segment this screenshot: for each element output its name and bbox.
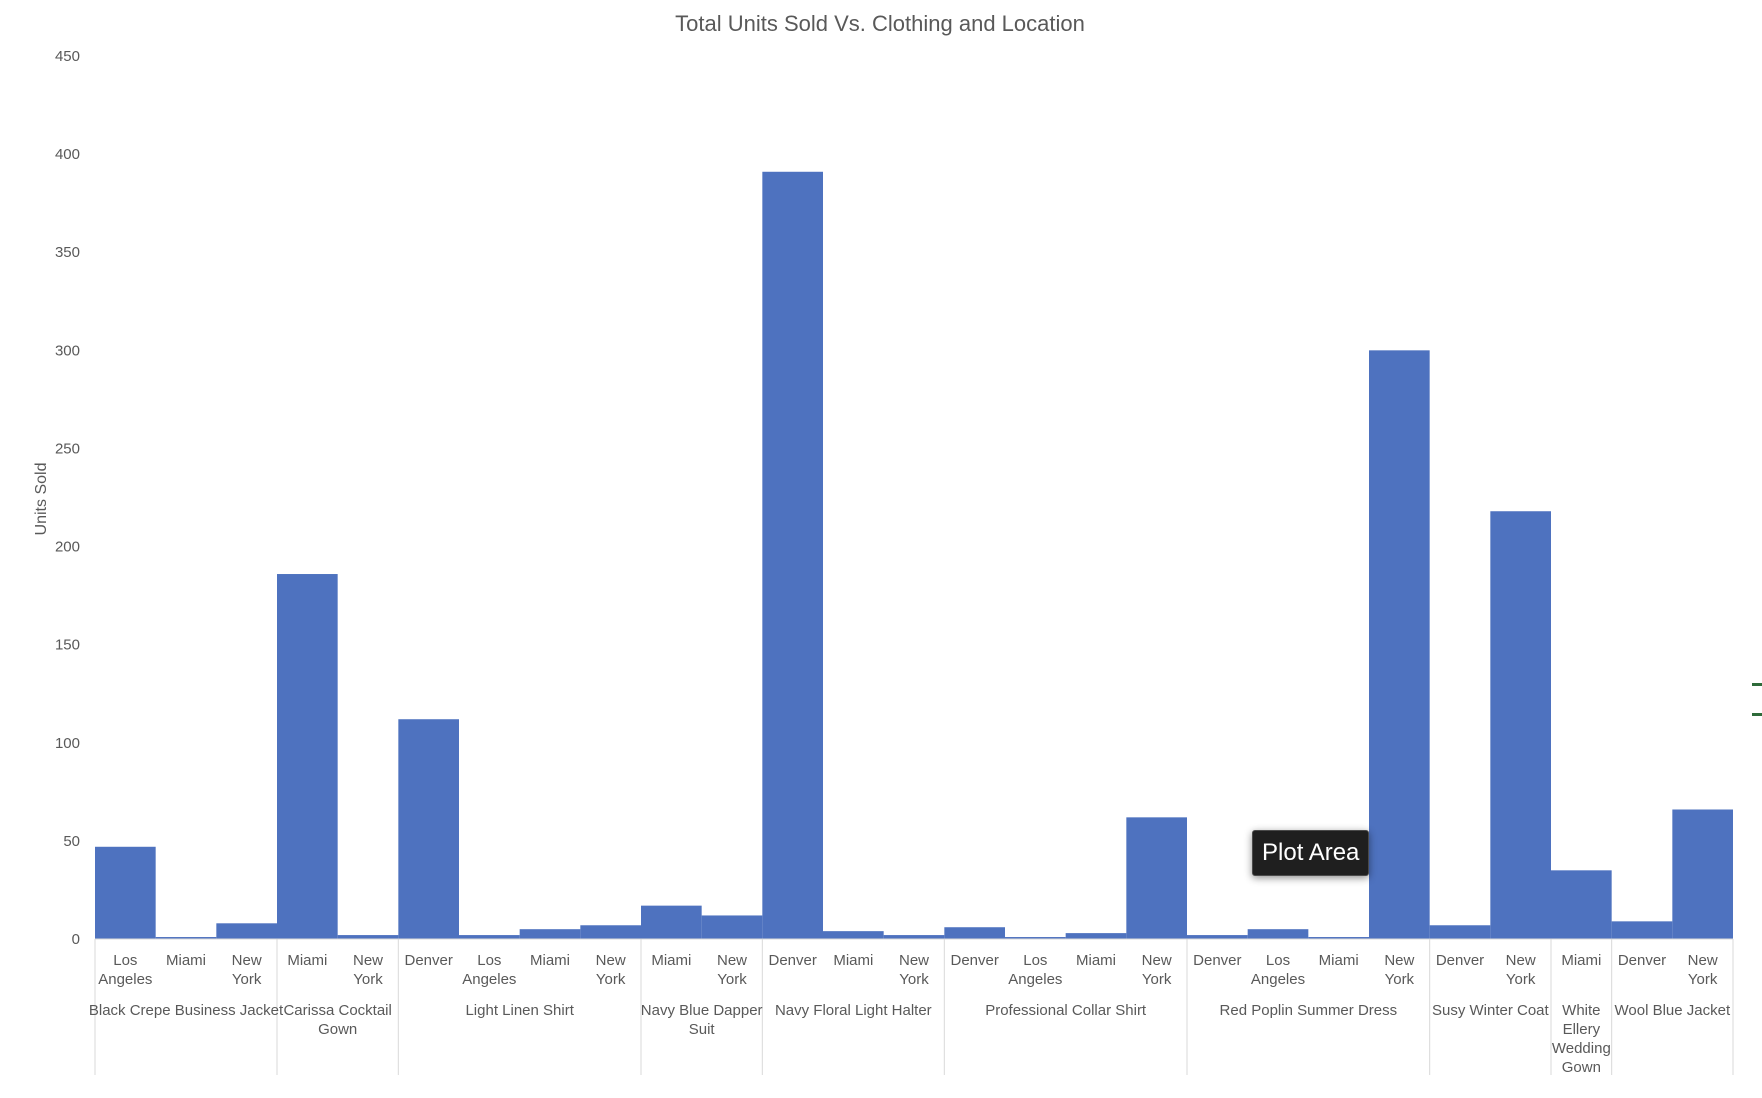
bar[interactable] — [1490, 511, 1551, 939]
y-tick-label: 150 — [55, 637, 80, 654]
x-tick-label-location: Los Angeles — [1008, 952, 1062, 988]
y-axis-label: Units Sold — [33, 463, 50, 536]
bar[interactable] — [701, 915, 763, 939]
bar[interactable] — [459, 935, 520, 939]
x-tick-label-location: New York — [596, 952, 626, 988]
x-tick-label-location: New York — [353, 952, 383, 988]
bar[interactable] — [1429, 925, 1491, 939]
bar[interactable] — [580, 925, 641, 939]
x-tick-label-group: White Ellery Wedding Gown — [1552, 1002, 1611, 1076]
bar[interactable] — [1126, 817, 1187, 939]
bar[interactable] — [823, 931, 884, 939]
bar[interactable] — [1369, 350, 1430, 939]
x-tick-label-group: Black Crepe Business Jacket — [89, 1002, 284, 1019]
y-tick-label: 100 — [55, 735, 80, 752]
x-tick-label-location: Denver — [404, 952, 452, 969]
x-tick-label-location: New York — [1506, 952, 1536, 988]
x-tick-label-group: Wool Blue Jacket — [1615, 1002, 1731, 1019]
x-tick-label-group: Light Linen Shirt — [465, 1002, 574, 1019]
bar[interactable] — [277, 574, 338, 939]
y-tick-label: 50 — [63, 833, 80, 850]
y-tick-label: 200 — [55, 539, 80, 556]
x-tick-label-location: Miami — [1319, 952, 1359, 969]
x-tick-label-location: Miami — [651, 952, 691, 969]
sheet-edge-marker — [1752, 683, 1762, 686]
y-tick-label: 300 — [55, 342, 80, 359]
y-tick-label: 400 — [55, 146, 80, 163]
x-tick-label-location: New York — [232, 952, 262, 988]
x-tick-label-location: Denver — [768, 952, 816, 969]
y-tick-label: 350 — [55, 244, 80, 261]
x-tick-label-location: New York — [717, 952, 747, 988]
x-tick-label-group: Navy Blue Dapper Suit — [641, 1002, 763, 1038]
x-tick-label-group: Carissa Cocktail Gown — [283, 1002, 391, 1038]
x-tick-label-location: Denver — [1436, 952, 1484, 969]
plot-area[interactable] — [95, 171, 1733, 939]
x-tick-label-location: Miami — [1076, 952, 1116, 969]
bar[interactable] — [519, 929, 581, 939]
x-tick-label-location: Miami — [530, 952, 570, 969]
x-tick-label-location: New York — [899, 952, 929, 988]
x-tick-label-location: New York — [1688, 952, 1718, 988]
y-tick-label: 450 — [55, 48, 80, 65]
x-tick-label-group: Susy Winter Coat — [1432, 1002, 1550, 1019]
x-axis: Los Angeles Miami New York Miami New York Denver… — [89, 938, 1734, 1076]
x-tick-label-location: Los Angeles — [462, 952, 516, 988]
x-tick-label-location: Denver — [1193, 952, 1241, 969]
plot-area-tooltip: Plot Area — [1252, 830, 1370, 876]
x-tick-label-group: Red Poplin Summer Dress — [1220, 1002, 1398, 1019]
bar[interactable] — [1247, 929, 1309, 939]
bar[interactable] — [1308, 937, 1369, 939]
bar[interactable] — [398, 719, 459, 939]
y-tick-label: 0 — [72, 931, 80, 948]
x-tick-label-location: New York — [1142, 952, 1172, 988]
sheet-edge-marker — [1752, 713, 1762, 716]
bar[interactable] — [337, 935, 399, 939]
bar[interactable] — [883, 935, 945, 939]
y-axis-ticks: 0 50 100 150 200 250 300 350 400 450 — [55, 48, 80, 948]
bar[interactable] — [1065, 933, 1127, 939]
x-tick-label-location: Miami — [166, 952, 206, 969]
bar[interactable] — [1551, 870, 1612, 939]
x-tick-label-location: Denver — [1618, 952, 1666, 969]
bar[interactable] — [944, 927, 1005, 939]
bar[interactable] — [216, 923, 277, 939]
y-tick-label: 250 — [55, 440, 80, 457]
bar[interactable] — [155, 937, 217, 939]
x-tick-label-location: Miami — [1561, 952, 1601, 969]
x-tick-label-location: Denver — [950, 952, 998, 969]
x-tick-label-group: Navy Floral Light Halter — [775, 1002, 932, 1019]
bar[interactable] — [1005, 937, 1066, 939]
x-tick-label-location: Los Angeles — [98, 952, 152, 988]
x-tick-label-location: Miami — [287, 952, 327, 969]
x-tick-label-group: Professional Collar Shirt — [985, 1002, 1147, 1019]
chart-title: Total Units Sold Vs. Clothing and Locati… — [675, 11, 1085, 36]
x-tick-label-location: Los Angeles — [1251, 952, 1305, 988]
bar[interactable] — [1187, 935, 1248, 939]
bar[interactable] — [641, 905, 702, 939]
x-tick-label-location: New York — [1384, 952, 1414, 988]
bar[interactable] — [1611, 921, 1673, 939]
bar[interactable] — [95, 846, 156, 939]
x-tick-label-location: Miami — [833, 952, 873, 969]
bar[interactable] — [762, 171, 823, 939]
bar[interactable] — [1672, 809, 1733, 939]
